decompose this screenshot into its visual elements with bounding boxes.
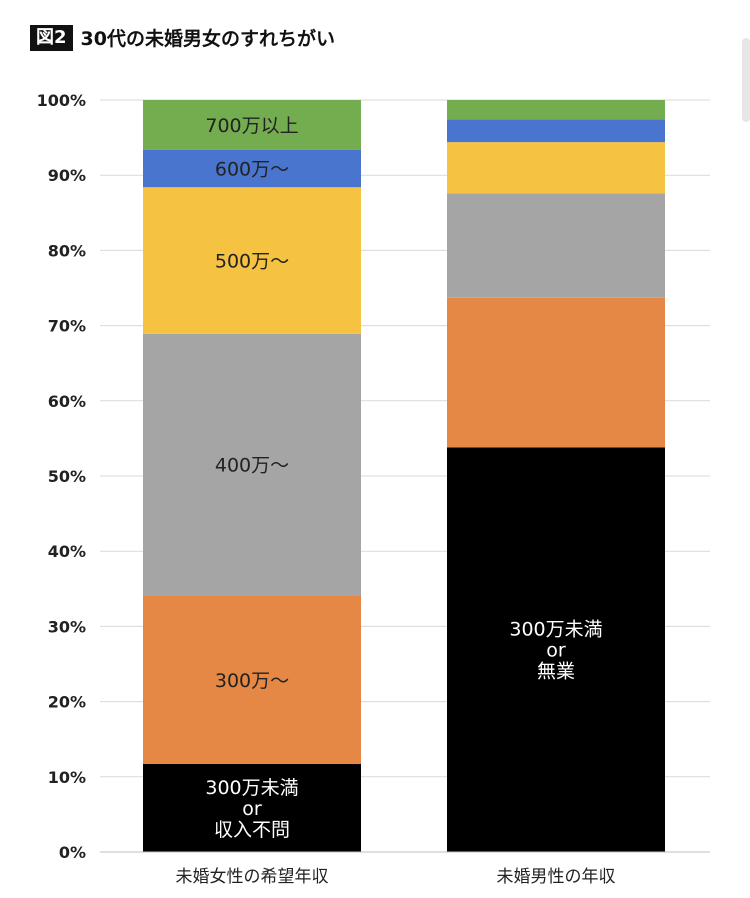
segment-label: or xyxy=(242,798,262,820)
bar-segment xyxy=(447,119,665,143)
bar-segment xyxy=(447,447,665,852)
y-tick-label: 80% xyxy=(48,241,86,260)
y-tick-label: 90% xyxy=(48,166,86,185)
bar-segment xyxy=(447,297,665,448)
bar-segment xyxy=(447,142,665,194)
bar-segment xyxy=(143,187,361,334)
chart-header: 図2 30代の未婚男女のすれちがい xyxy=(30,24,335,51)
y-tick-label: 20% xyxy=(48,693,86,712)
bar-segment xyxy=(143,333,361,596)
y-tick-label: 10% xyxy=(48,768,86,787)
segment-label: 収入不問 xyxy=(214,819,290,841)
bar-segment xyxy=(143,595,361,765)
bars: 300万未満or収入不問300万～400万～500万～600万～700万以上30… xyxy=(143,100,665,852)
y-tick-label: 70% xyxy=(48,317,86,336)
bar-segment xyxy=(143,764,361,852)
y-axis: 0% 10% 20% 30% 40% 50% 60% 70% 80% 90% 100% xyxy=(37,91,86,862)
segment-label: 400万～ xyxy=(215,455,289,477)
segment-label: 無業 xyxy=(537,661,575,683)
y-tick-label: 50% xyxy=(48,467,86,486)
segment-label: 600万～ xyxy=(215,158,289,180)
segment-label: 500万～ xyxy=(215,251,289,273)
y-tick-label: 40% xyxy=(48,542,86,561)
bar-segment xyxy=(143,100,361,150)
segment-label: 300万未満 xyxy=(205,777,298,799)
segment-label: 300万未満 xyxy=(509,619,602,641)
bar-segment xyxy=(447,100,665,120)
y-tick-label: 100% xyxy=(37,91,86,110)
scrollbar-thumb[interactable] xyxy=(742,38,750,122)
bar-segment xyxy=(143,149,361,188)
bar-segment xyxy=(447,193,665,298)
chart-title: 30代の未婚男女のすれちがい xyxy=(80,28,335,50)
y-tick-label: 30% xyxy=(48,617,86,636)
figure-number-badge: 図2 xyxy=(30,24,73,51)
segment-label: 300万～ xyxy=(215,670,289,692)
x-category-label: 未婚女性の希望年収 xyxy=(176,867,329,887)
segment-label: 700万以上 xyxy=(205,115,298,137)
x-axis: 未婚女性の希望年収 未婚男性の年収 xyxy=(100,851,710,887)
segment-label: or xyxy=(546,640,566,662)
y-tick-label: 0% xyxy=(59,843,86,862)
y-tick-label: 60% xyxy=(48,392,86,411)
x-category-label: 未婚男性の年収 xyxy=(497,867,616,887)
